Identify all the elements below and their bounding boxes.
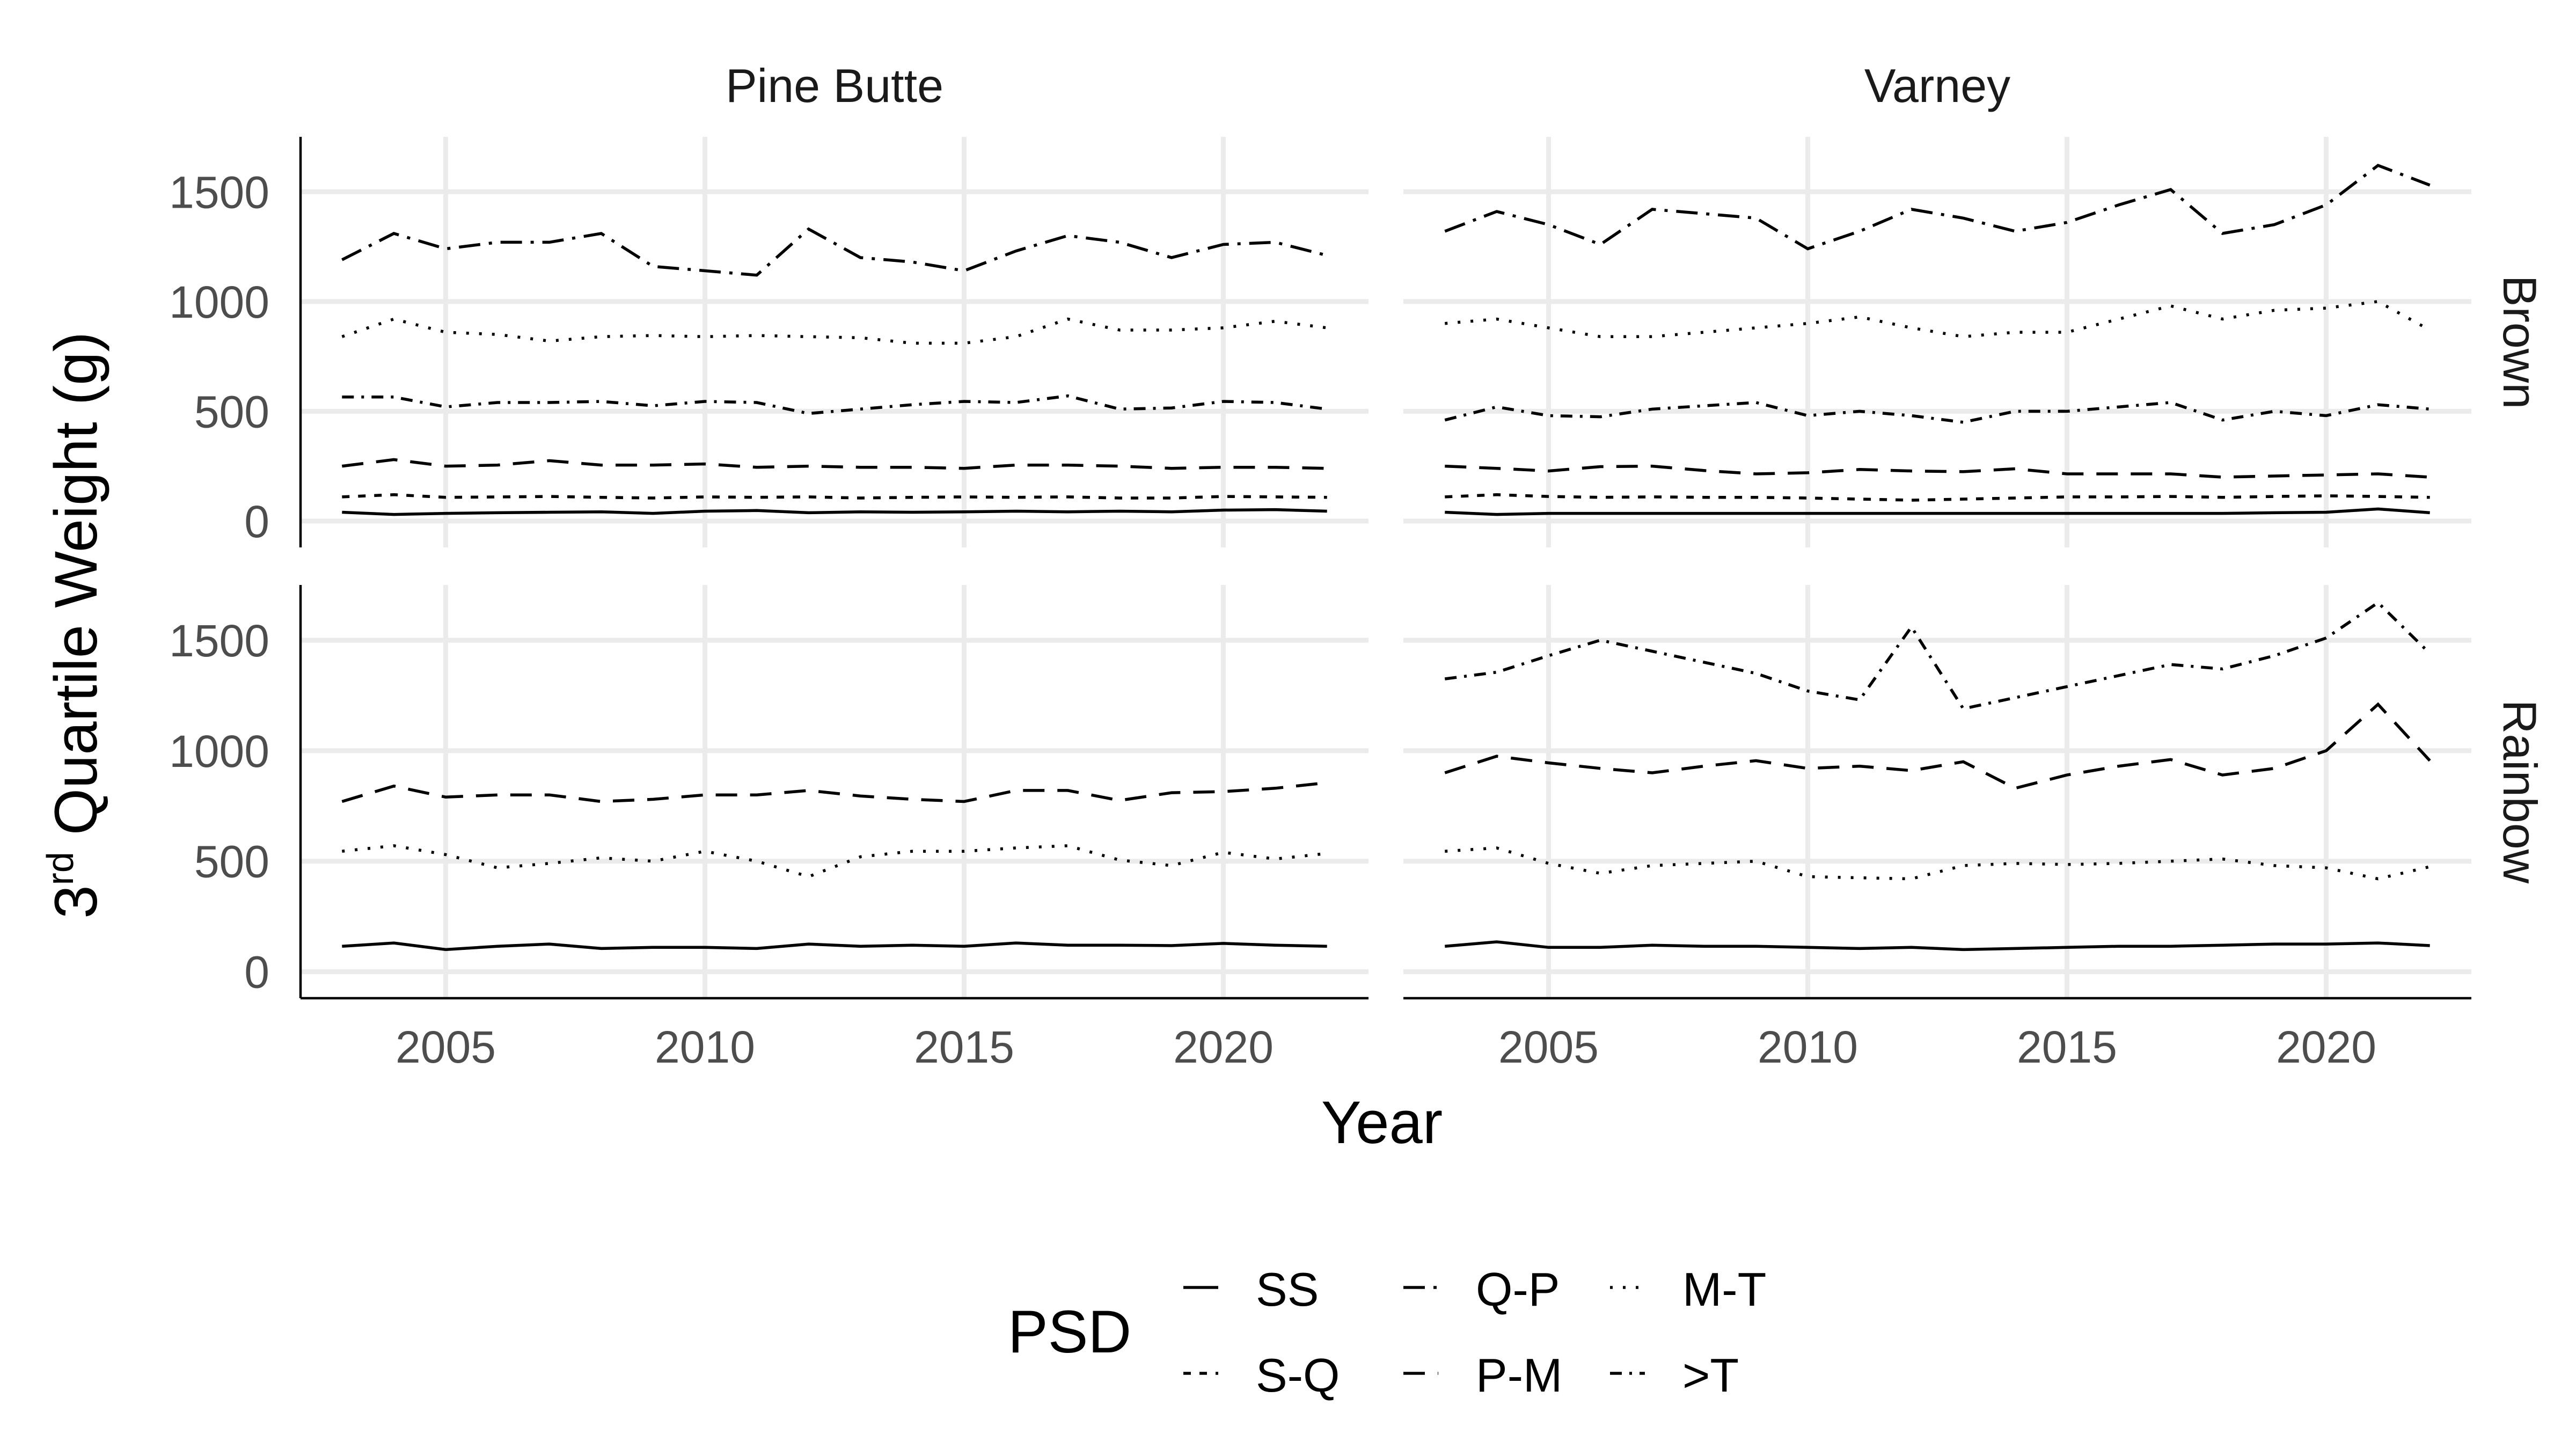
legend-items: SS S-Q Q-P P-M M-T >T <box>1183 1263 1766 1402</box>
facet-label-brown: Brown <box>2493 275 2546 409</box>
legend-item: S-Q <box>1183 1349 1340 1402</box>
series-line-gt-t <box>1444 401 2430 424</box>
legend-label: M-T <box>1682 1263 1766 1316</box>
series-line-p-m <box>1444 702 2431 790</box>
y-axis-title-rest: Quartile Weight (g) <box>42 332 109 852</box>
legend-label: SS <box>1256 1263 1319 1316</box>
legend-item: >T <box>1610 1349 1739 1402</box>
legend-item: SS <box>1183 1263 1319 1316</box>
y-tick-label: 0 <box>244 947 269 998</box>
facet-label-varney: Varney <box>1864 59 2010 112</box>
panel-pine-butte-brown: 0 500 1000 1500 <box>169 137 1368 547</box>
series-line-ss <box>1445 940 2430 952</box>
series-line-p-m <box>341 781 1327 803</box>
x-tick-label: 2010 <box>655 1022 755 1072</box>
series-line-ss <box>1445 507 2430 516</box>
panel-varney-rainbow: 2005 2010 2015 2020 <box>1403 585 2471 1072</box>
y-tick-label: 0 <box>244 496 269 547</box>
series-line-s-q <box>1445 493 2430 502</box>
y-tick-label: 500 <box>194 386 269 437</box>
facet-label-rainbow: Rainbow <box>2493 700 2546 884</box>
panels-layer: Pine Butte Varney Brown Rainbow 0 500 1000 1500… <box>169 59 2546 1072</box>
y-axis-title-base: 3 <box>42 885 109 918</box>
y-tick-label: 1000 <box>169 726 269 777</box>
legend-item: M-T <box>1610 1263 1766 1316</box>
series-line-s-q <box>342 493 1327 500</box>
series-line-p-m <box>341 458 1327 470</box>
y-axis-title: 3rd Quartile Weight (g) <box>39 332 109 919</box>
series-line-p-m <box>1445 464 2430 479</box>
panel-pine-butte-rainbow: 0 500 1000 1500 2005 2010 2015 2020 <box>169 585 1368 1072</box>
series-line-m-t <box>341 317 1328 345</box>
x-tick-label: 2005 <box>396 1022 496 1072</box>
legend-item: Q-P <box>1403 1263 1560 1316</box>
legend-label: >T <box>1682 1349 1739 1402</box>
x-tick-label: 2015 <box>914 1022 1014 1072</box>
panel-varney-brown <box>1403 137 2471 547</box>
y-tick-label: 500 <box>194 837 269 887</box>
legend: PSD SS S-Q Q-P P-M M-T >T <box>1008 1263 1766 1402</box>
legend-label: P-M <box>1476 1349 1562 1402</box>
x-tick-label: 2020 <box>1173 1022 1274 1072</box>
y-tick-label: 1500 <box>169 616 269 666</box>
series-line-q-p <box>341 227 1328 277</box>
x-tick-label: 2020 <box>2276 1022 2376 1072</box>
legend-title: PSD <box>1008 1298 1131 1365</box>
legend-label: Q-P <box>1476 1263 1560 1316</box>
x-tick-label: 2010 <box>1758 1022 1858 1072</box>
series-line-q-p <box>1444 164 2431 251</box>
series-line-ss <box>342 508 1327 516</box>
x-tick-label: 2005 <box>1498 1022 1599 1072</box>
series-line-m-t <box>1445 846 2431 881</box>
x-axis-title: Year <box>1321 1089 1443 1156</box>
legend-label: S-Q <box>1256 1349 1340 1402</box>
y-tick-label: 1000 <box>169 277 269 327</box>
legend-item: P-M <box>1403 1349 1562 1402</box>
facet-label-pine-butte: Pine Butte <box>726 59 943 112</box>
y-axis-title-superscript: rd <box>39 852 81 885</box>
y-tick-label: 1500 <box>169 167 269 217</box>
x-tick-label: 2015 <box>2017 1022 2117 1072</box>
series-line-m-t <box>1445 299 2431 339</box>
series-line-ss <box>342 941 1327 952</box>
series-line-gt-t <box>1444 601 2431 711</box>
